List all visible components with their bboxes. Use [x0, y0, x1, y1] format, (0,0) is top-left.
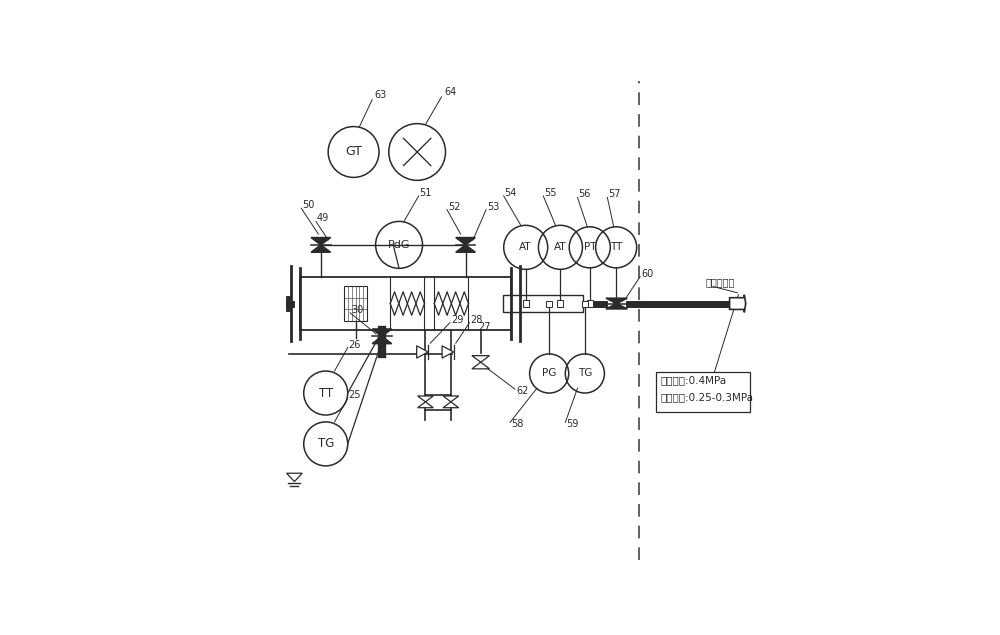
- Polygon shape: [456, 237, 475, 245]
- Polygon shape: [472, 362, 490, 369]
- Bar: [613, 300, 619, 307]
- Text: 58: 58: [511, 419, 523, 429]
- Polygon shape: [417, 346, 428, 358]
- Polygon shape: [730, 295, 746, 312]
- Polygon shape: [443, 402, 459, 408]
- Bar: [503, 295, 583, 312]
- Polygon shape: [606, 298, 627, 304]
- Text: 59: 59: [566, 419, 579, 429]
- Text: 55: 55: [544, 188, 557, 198]
- Bar: [344, 286, 367, 321]
- Text: AT: AT: [554, 243, 567, 252]
- Bar: [587, 300, 593, 307]
- Text: AT: AT: [519, 243, 532, 252]
- Text: 27: 27: [478, 322, 490, 332]
- Text: 混合气出口: 混合气出口: [706, 277, 735, 287]
- Text: TG: TG: [578, 368, 592, 378]
- Text: GT: GT: [345, 145, 362, 159]
- Text: 63: 63: [375, 90, 387, 100]
- Text: 54: 54: [505, 188, 517, 198]
- Bar: [300, 277, 511, 330]
- Text: 26: 26: [349, 340, 361, 349]
- Text: 56: 56: [579, 189, 591, 199]
- Text: 设计压力:0.4MPa: 设计压力:0.4MPa: [661, 375, 727, 385]
- Text: 运行压力:0.25-0.3MPa: 运行压力:0.25-0.3MPa: [661, 392, 754, 403]
- Text: 25: 25: [349, 391, 361, 401]
- Text: 30: 30: [351, 305, 363, 315]
- Polygon shape: [311, 237, 331, 245]
- Text: 51: 51: [420, 188, 432, 198]
- Text: 53: 53: [487, 202, 499, 211]
- Text: TT: TT: [610, 243, 622, 252]
- Bar: [523, 300, 529, 307]
- Text: 52: 52: [448, 202, 460, 211]
- Polygon shape: [311, 245, 331, 252]
- Polygon shape: [372, 329, 392, 337]
- Text: PG: PG: [542, 368, 556, 378]
- Bar: [546, 300, 552, 307]
- Bar: [582, 300, 588, 307]
- Polygon shape: [287, 473, 302, 481]
- Polygon shape: [443, 396, 459, 402]
- Bar: [656, 372, 750, 412]
- Text: PdG: PdG: [388, 240, 410, 250]
- Polygon shape: [472, 356, 490, 362]
- Polygon shape: [606, 304, 627, 309]
- Polygon shape: [442, 346, 454, 358]
- Text: 28: 28: [470, 314, 483, 324]
- Text: 60: 60: [641, 269, 653, 279]
- Polygon shape: [372, 337, 392, 344]
- Text: TG: TG: [318, 438, 334, 450]
- Text: TT: TT: [319, 387, 333, 399]
- Polygon shape: [456, 245, 475, 252]
- Polygon shape: [418, 402, 433, 408]
- Text: 57: 57: [608, 189, 621, 199]
- Text: 49: 49: [317, 213, 329, 224]
- Text: PT: PT: [584, 243, 596, 252]
- Text: 29: 29: [451, 314, 463, 324]
- Text: 64: 64: [444, 87, 456, 97]
- Polygon shape: [418, 396, 433, 402]
- Bar: [557, 300, 563, 307]
- Text: 50: 50: [302, 200, 315, 210]
- Text: 62: 62: [516, 386, 528, 396]
